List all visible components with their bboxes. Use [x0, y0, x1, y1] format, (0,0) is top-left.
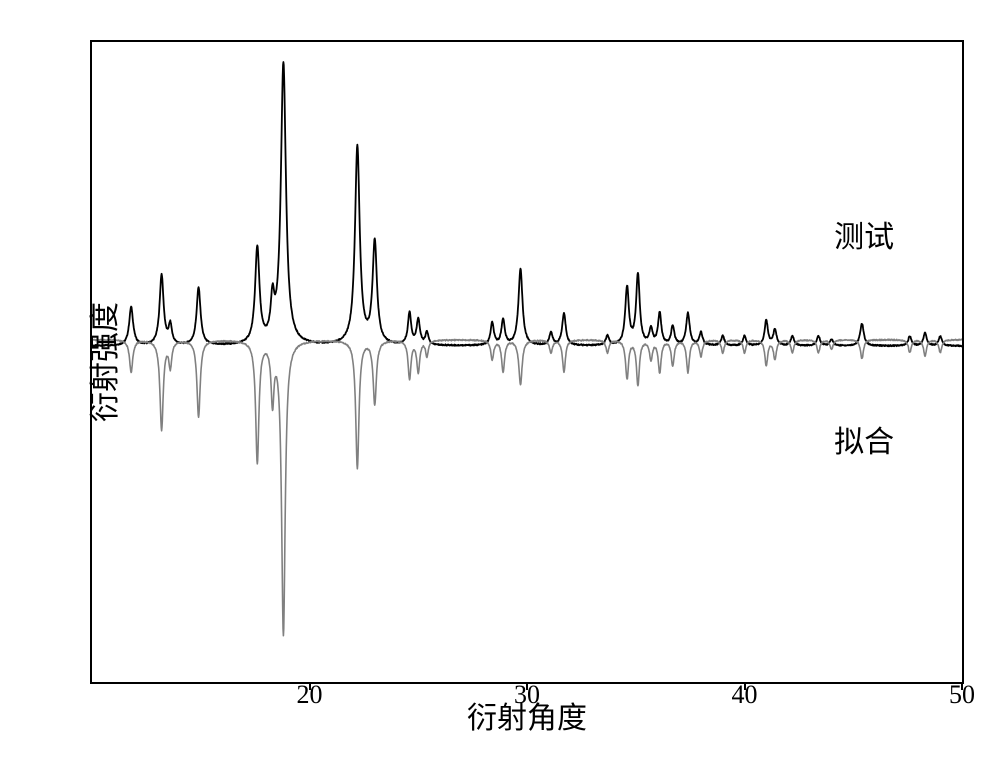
chart-svg [92, 42, 962, 682]
series-fitted [92, 339, 962, 636]
series-measured [92, 62, 962, 346]
xrd-chart: 衍射强度 衍射角度 20304050测试拟合 [20, 20, 980, 753]
series-annotation: 拟合 [834, 417, 894, 461]
plot-area: 衍射强度 衍射角度 20304050测试拟合 [90, 40, 964, 684]
x-tick-label: 40 [732, 680, 758, 710]
y-axis-label: 衍射强度 [80, 302, 124, 422]
x-tick-label: 50 [949, 680, 975, 710]
x-tick-label: 30 [514, 680, 540, 710]
x-tick-label: 20 [297, 680, 323, 710]
series-annotation: 测试 [834, 212, 894, 256]
